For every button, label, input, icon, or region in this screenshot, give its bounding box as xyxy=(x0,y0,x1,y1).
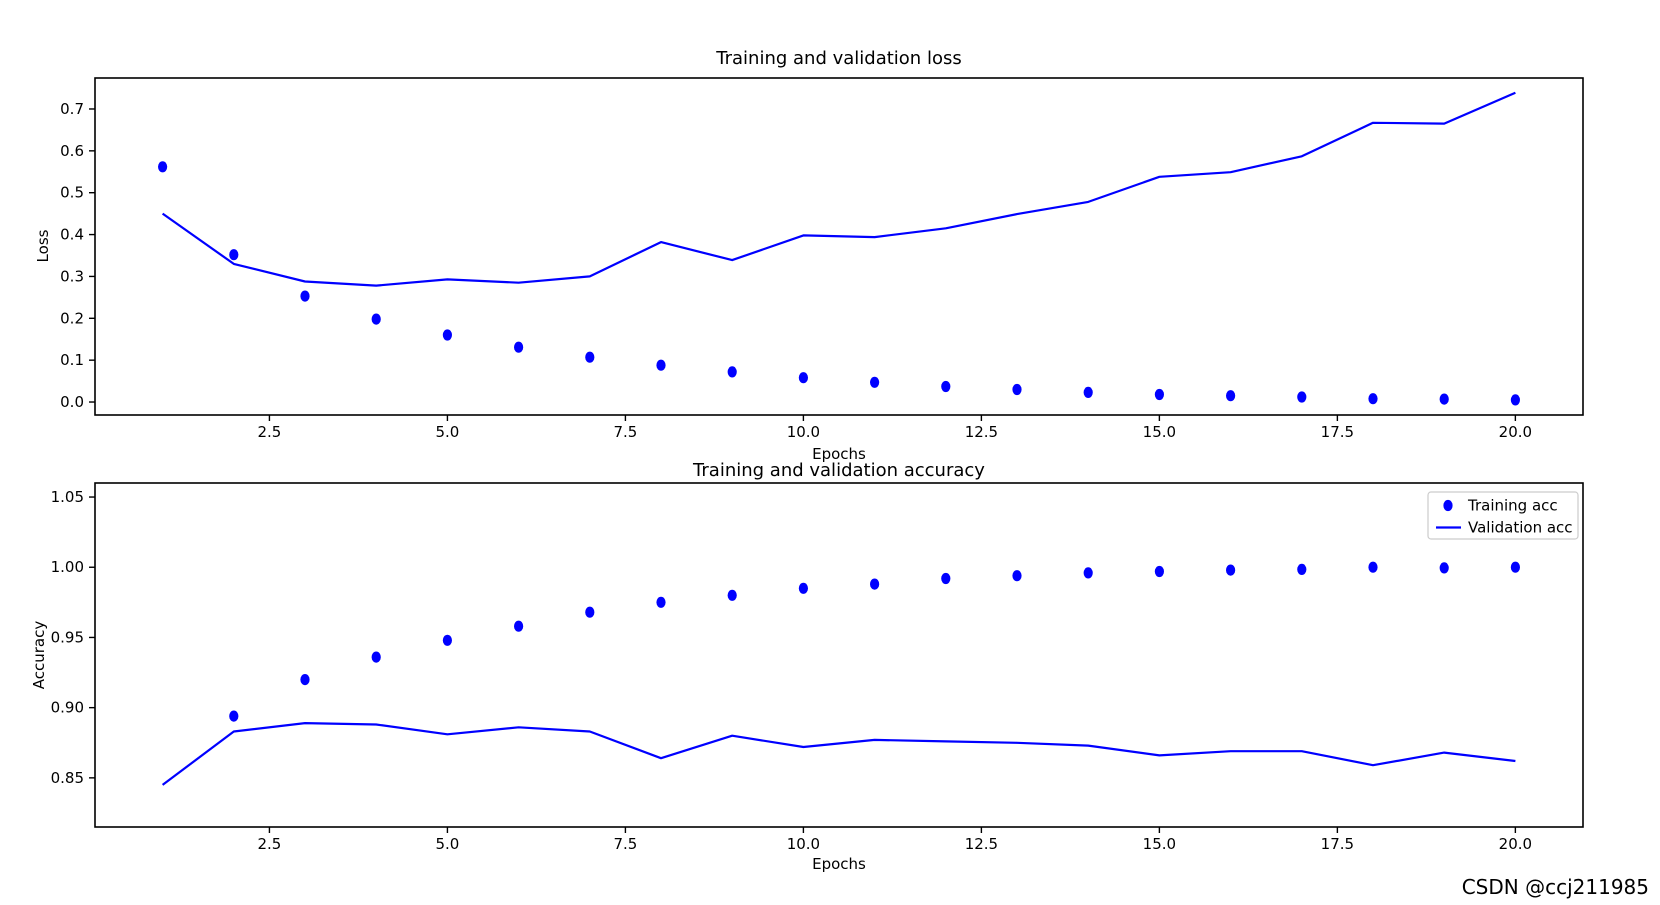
y-tick-label: 0.7 xyxy=(60,100,84,118)
plot-frame xyxy=(94,77,1584,416)
loss-chart-ylabel: Loss xyxy=(34,229,52,262)
scatter-point xyxy=(1297,391,1307,403)
loss-chart: Training and validation loss Epochs Loss… xyxy=(34,48,1584,463)
scatter-point xyxy=(442,634,452,646)
x-tick-label: 20.0 xyxy=(1499,835,1532,853)
y-tick-label: 1.05 xyxy=(51,488,84,506)
x-tick-label: 7.5 xyxy=(613,423,637,441)
y-tick-label: 0.95 xyxy=(51,628,84,646)
y-tick-label: 0.2 xyxy=(60,309,84,327)
plot-frame xyxy=(94,482,1584,828)
scatter-point xyxy=(514,341,524,353)
scatter-point xyxy=(371,651,381,663)
scatter-point xyxy=(941,380,951,393)
legend-item-label: Validation acc xyxy=(1468,519,1573,537)
x-tick-label: 15.0 xyxy=(1143,423,1176,441)
scatter-point xyxy=(1154,388,1164,401)
y-tick-label: 0.1 xyxy=(60,351,84,369)
watermark: CSDN @ccj211985 xyxy=(1462,875,1649,899)
x-tick-label: 5.0 xyxy=(435,423,459,441)
x-tick-label: 17.5 xyxy=(1321,835,1354,853)
loss-plot-area: 2.5 5.0 7.5 10.0 12.5 15.0 17.5 20.0 0.0 0.1 0.2 0.… xyxy=(60,77,1584,441)
loss-chart-title: Training and validation loss xyxy=(715,48,961,69)
accuracy-chart-ylabel: Accuracy xyxy=(30,621,48,690)
scatter-point xyxy=(798,582,809,594)
loss-chart-xlabel: Epochs xyxy=(812,445,866,463)
scatter-point xyxy=(158,161,168,173)
training-scatter-series xyxy=(229,561,1520,722)
x-tick-label: 2.5 xyxy=(258,423,282,441)
scatter-point xyxy=(870,578,880,590)
scatter-point xyxy=(1083,567,1093,579)
scatter-point xyxy=(585,351,595,363)
y-tick-label: 1.00 xyxy=(51,558,84,576)
scatter-point xyxy=(1012,570,1022,582)
y-tick-label: 0.3 xyxy=(60,267,84,285)
validation-line-series xyxy=(161,91,1516,287)
y-tick-label: 0.0 xyxy=(60,393,84,411)
y-tick-label: 0.90 xyxy=(51,699,84,717)
y-tick-label: 0.5 xyxy=(60,184,84,202)
legend-box xyxy=(1427,491,1579,540)
x-tick-label: 2.5 xyxy=(258,835,282,853)
accuracy-chart-xlabel: Epochs xyxy=(812,855,866,873)
x-tick-label: 12.5 xyxy=(965,835,998,853)
scatter-point xyxy=(727,366,737,378)
scatter-point xyxy=(870,376,880,388)
scatter-point xyxy=(656,596,666,608)
training-scatter-series xyxy=(158,161,1520,406)
legend: Training acc Validation acc xyxy=(1427,491,1579,540)
scatter-point xyxy=(229,710,239,722)
scatter-point xyxy=(727,589,737,601)
y-tick-label: 0.6 xyxy=(60,142,84,160)
scatter-point xyxy=(585,606,595,618)
y-tick-label: 0.85 xyxy=(51,769,84,787)
accuracy-chart-title: Training and validation accuracy xyxy=(692,460,985,481)
legend-dot-marker xyxy=(1443,499,1453,512)
scatter-point xyxy=(1012,383,1022,396)
scatter-point xyxy=(1154,565,1164,578)
scatter-point xyxy=(229,249,239,261)
scatter-point xyxy=(1083,386,1093,398)
scatter-point xyxy=(1368,561,1378,573)
scatter-point xyxy=(941,572,951,585)
scatter-point xyxy=(1439,393,1449,405)
x-tick-label: 10.0 xyxy=(787,423,820,441)
scatter-point xyxy=(514,620,524,632)
x-tick-label: 12.5 xyxy=(965,423,998,441)
scatter-point xyxy=(300,674,310,686)
scatter-point xyxy=(1297,563,1307,576)
scatter-point xyxy=(656,359,666,371)
scatter-point xyxy=(300,290,310,302)
scatter-point xyxy=(1226,390,1236,402)
scatter-point xyxy=(1510,561,1520,573)
x-tick-label: 10.0 xyxy=(787,835,820,853)
scatter-point xyxy=(1510,394,1520,406)
x-tick-label: 7.5 xyxy=(613,835,637,853)
x-tick-label: 17.5 xyxy=(1321,423,1354,441)
x-tick-label: 5.0 xyxy=(435,835,459,853)
validation-line-series xyxy=(161,721,1516,786)
accuracy-chart: Training and validation accuracy Epochs … xyxy=(30,460,1584,873)
y-tick-label: 0.4 xyxy=(60,226,84,244)
scatter-point xyxy=(1226,564,1236,576)
scatter-point xyxy=(1439,562,1449,574)
x-tick-label: 20.0 xyxy=(1499,423,1532,441)
x-tick-label: 15.0 xyxy=(1143,835,1176,853)
legend-item-label: Training acc xyxy=(1467,497,1558,515)
scatter-point xyxy=(1368,393,1378,405)
scatter-point xyxy=(798,372,809,384)
scatter-point xyxy=(371,313,381,325)
accuracy-plot-area: 2.5 5.0 7.5 10.0 12.5 15.0 17.5 20.0 0.85 0.90 0.9… xyxy=(51,482,1584,853)
scatter-point xyxy=(442,329,452,341)
